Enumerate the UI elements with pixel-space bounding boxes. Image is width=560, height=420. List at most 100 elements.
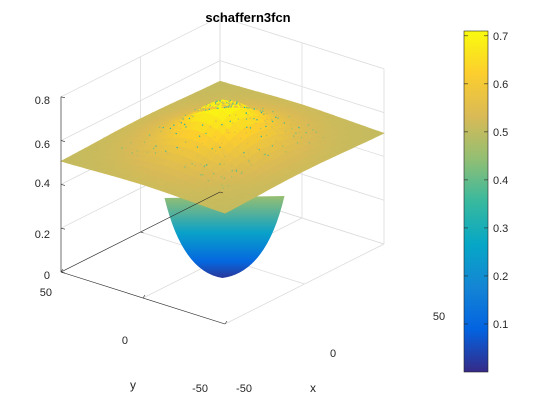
surface-central-dip xyxy=(164,196,285,278)
surface-sample-point xyxy=(260,111,263,114)
surface-sample-point xyxy=(263,110,265,113)
y-tick-label-neg50: -50 xyxy=(192,383,208,395)
surface-sample-point xyxy=(315,130,318,132)
surface-sample-point xyxy=(162,148,165,151)
surface-sample-point xyxy=(173,124,175,126)
surface-sample-point xyxy=(245,132,247,134)
surface-sample-point xyxy=(192,115,194,118)
surface-sample-point xyxy=(136,154,138,157)
surface-sample-point xyxy=(245,112,247,114)
surface-sample-point xyxy=(282,145,284,147)
z-axis-tick-4 xyxy=(60,96,66,99)
surface-sample-point xyxy=(143,141,146,143)
surface-sample-point xyxy=(249,106,251,109)
surface-sample-point xyxy=(135,150,138,152)
surface-sample-point xyxy=(194,164,196,167)
surface-sample-point xyxy=(197,109,200,112)
surface-sample-point xyxy=(248,159,250,162)
surface-sample-point xyxy=(247,152,250,154)
x-tick-label-50: 50 xyxy=(433,311,445,323)
surface-sample-point xyxy=(231,103,233,106)
surface-sample-point xyxy=(228,101,230,103)
surface-sample-point xyxy=(223,102,225,104)
surface-sample-point xyxy=(256,108,258,110)
surface-sample-point xyxy=(265,134,268,137)
surface-sample-point xyxy=(217,104,219,106)
surface-sample-point xyxy=(234,103,237,106)
z-tick-label-0: 0 xyxy=(44,270,50,282)
surface-sample-point xyxy=(249,127,252,129)
surface-sample-point xyxy=(247,114,249,116)
surface-sample-point xyxy=(249,117,252,120)
surface-sample-point xyxy=(312,129,314,131)
surface-sample-point xyxy=(228,104,231,106)
surface-sample-point xyxy=(227,105,229,108)
surface xyxy=(60,80,385,278)
surface-sample-point xyxy=(144,137,147,140)
surface-sample-point xyxy=(264,120,266,122)
surface-sample-point xyxy=(202,174,204,176)
z-axis-tick-1 xyxy=(60,227,66,230)
surface-sample-point xyxy=(204,109,207,111)
surface-sample-point xyxy=(158,126,161,128)
surface-sample-point xyxy=(235,169,238,171)
surface-sample-point xyxy=(290,124,292,126)
surface-sample-point xyxy=(209,126,212,128)
surface-sample-point xyxy=(146,151,148,153)
surface-sample-point xyxy=(221,143,223,145)
surface-sample-point xyxy=(228,167,231,169)
surface-sample-point xyxy=(246,143,249,145)
y-axis-tick-1 xyxy=(140,231,144,234)
x-axis-tick-0 xyxy=(60,268,64,273)
surface-sample-point xyxy=(180,117,182,119)
surface-sample-point xyxy=(179,128,182,130)
surface-sample-point xyxy=(226,101,228,104)
surface-sample-point xyxy=(222,152,225,155)
surface-sample-point xyxy=(216,107,218,109)
surface-sample-point xyxy=(259,110,261,112)
y-axis-label: y xyxy=(130,378,136,392)
surface-sample-point xyxy=(218,103,221,105)
surface-sample-point xyxy=(180,122,182,124)
surface-sample-point xyxy=(296,142,299,144)
surface-sample-point xyxy=(221,184,223,187)
surface-sample-point xyxy=(220,176,223,178)
surface-sample-point xyxy=(164,132,166,134)
y-tick-label-0: 0 xyxy=(122,335,128,347)
surface-sample-point xyxy=(232,122,234,124)
surface-sample-point xyxy=(224,155,226,157)
surface-sample-point xyxy=(265,123,268,125)
surface-sample-point xyxy=(219,100,221,102)
surface-sample-point xyxy=(265,125,267,128)
surface-sample-point xyxy=(213,167,216,170)
surface-sample-point xyxy=(247,107,249,109)
surface-sample-point xyxy=(120,147,123,150)
surface-sample-point xyxy=(203,172,206,174)
surface-sample-point xyxy=(277,117,279,119)
surface-sample-point xyxy=(239,103,241,106)
surface-sample-point xyxy=(236,103,238,105)
surface-sample-point xyxy=(166,152,169,154)
surface-sample-point xyxy=(231,170,233,172)
surface-sample-point xyxy=(196,157,198,159)
surface-sample-point xyxy=(298,127,300,129)
surface-sample-point xyxy=(154,152,157,154)
surface-sample-point xyxy=(207,109,209,111)
surface-sample-point xyxy=(201,110,203,112)
surface-sample-point xyxy=(160,130,162,133)
surface-sample-point xyxy=(185,126,187,128)
surface-sample-point xyxy=(305,131,307,134)
surface-sample-point xyxy=(263,154,265,156)
surface-sample-point xyxy=(266,118,268,121)
surface-sample-point xyxy=(125,146,127,149)
surface-sample-point xyxy=(133,149,135,151)
surface-sample-point xyxy=(253,118,255,120)
surface-sample-point xyxy=(200,163,202,165)
surface-sample-point xyxy=(271,126,273,128)
surface-sample-point xyxy=(256,119,258,121)
surface-sample-point xyxy=(194,108,196,111)
surface-sample-point xyxy=(155,145,157,147)
surface-sample-point xyxy=(229,99,231,102)
surface-sample-point xyxy=(178,120,180,123)
